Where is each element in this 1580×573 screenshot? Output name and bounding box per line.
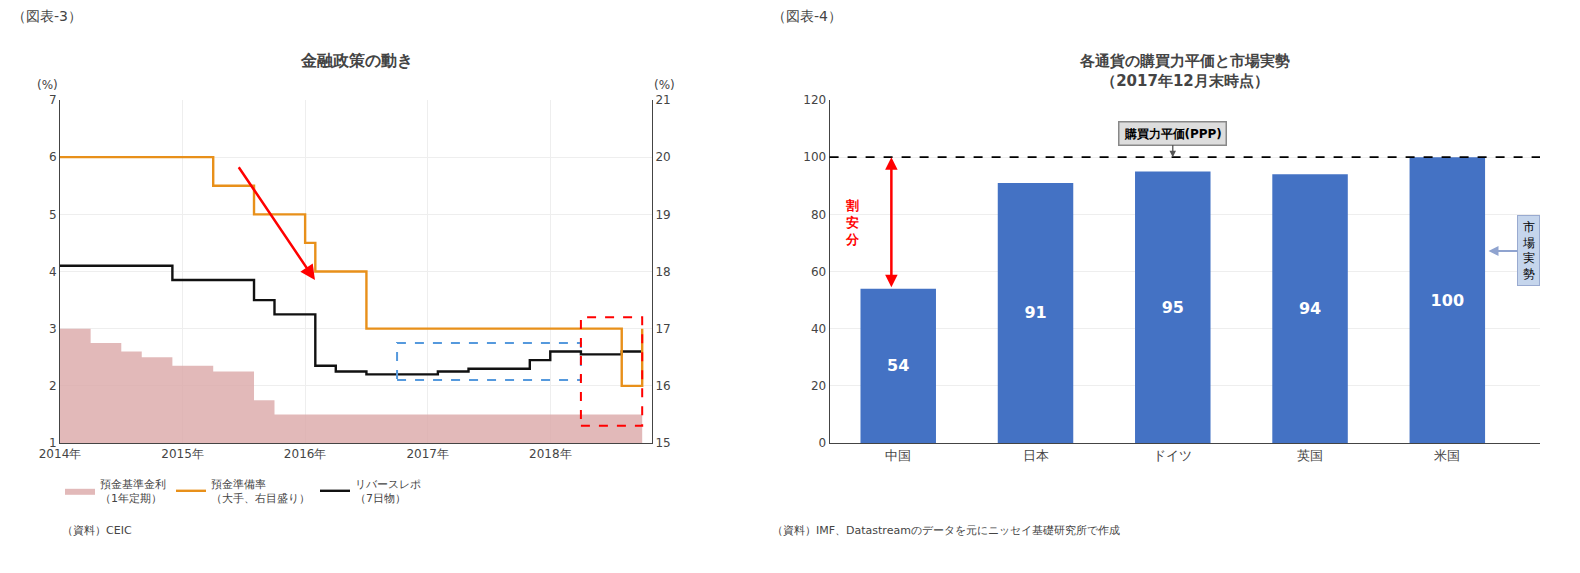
svg-text:18: 18 — [655, 265, 670, 279]
svg-text:120: 120 — [803, 93, 826, 107]
svg-text:2015年: 2015年 — [161, 447, 204, 461]
svg-text:5: 5 — [49, 208, 57, 222]
svg-text:（資料）CEIC: （資料）CEIC — [62, 524, 132, 537]
svg-text:預金準備率（大手、右目盛り）: 預金準備率（大手、右目盛り） — [211, 478, 310, 505]
svg-text:（資料）IMF、Datastreamのデータを元にニッセイ基: （資料）IMF、Datastreamのデータを元にニッセイ基礎研究所で作成 — [772, 524, 1120, 537]
svg-text:3: 3 — [49, 322, 57, 336]
svg-text:日本: 日本 — [1023, 448, 1049, 463]
svg-text:米国: 米国 — [1434, 448, 1460, 463]
svg-text:54: 54 — [887, 356, 909, 375]
svg-text:80: 80 — [811, 208, 826, 222]
svg-text:16: 16 — [655, 379, 670, 393]
svg-text:(%): (%) — [37, 78, 58, 92]
svg-text:0: 0 — [819, 436, 827, 450]
svg-text:91: 91 — [1024, 303, 1046, 322]
svg-text:60: 60 — [811, 265, 826, 279]
svg-text:市場実勢: 市場実勢 — [1522, 220, 1535, 281]
svg-text:94: 94 — [1299, 299, 1321, 318]
svg-text:7: 7 — [49, 93, 57, 107]
svg-text:2014年: 2014年 — [39, 447, 82, 461]
svg-text:各通貨の購買力平価と市場実勢（2017年12月末時点）: 各通貨の購買力平価と市場実勢（2017年12月末時点） — [1079, 52, 1290, 90]
svg-text:ドイツ: ドイツ — [1153, 448, 1192, 463]
svg-text:リバースレポ（7日物）: リバースレポ（7日物） — [355, 478, 421, 505]
svg-text:2016年: 2016年 — [284, 447, 327, 461]
svg-text:（図表-3）: （図表-3） — [12, 8, 82, 24]
svg-text:19: 19 — [655, 208, 670, 222]
svg-text:（図表-4）: （図表-4） — [772, 8, 842, 24]
svg-text:100: 100 — [1431, 291, 1464, 310]
svg-text:100: 100 — [803, 150, 826, 164]
svg-text:2: 2 — [49, 379, 57, 393]
svg-text:2017年: 2017年 — [406, 447, 449, 461]
svg-text:英国: 英国 — [1297, 448, 1323, 463]
svg-text:中国: 中国 — [885, 448, 911, 463]
svg-text:金融政策の動き: 金融政策の動き — [300, 51, 413, 70]
svg-text:20: 20 — [655, 150, 670, 164]
svg-text:6: 6 — [49, 150, 57, 164]
svg-text:40: 40 — [811, 322, 826, 336]
svg-text:17: 17 — [655, 322, 670, 336]
svg-text:21: 21 — [655, 93, 670, 107]
svg-text:割安分: 割安分 — [845, 198, 860, 247]
svg-text:2018年: 2018年 — [529, 447, 572, 461]
svg-text:4: 4 — [49, 265, 57, 279]
svg-text:(%): (%) — [654, 78, 675, 92]
svg-text:20: 20 — [811, 379, 826, 393]
svg-text:1: 1 — [49, 436, 57, 450]
svg-text:購買力平価(PPP): 購買力平価(PPP) — [1124, 127, 1222, 141]
svg-text:95: 95 — [1162, 298, 1184, 317]
svg-text:預金基準金利（1年定期）: 預金基準金利（1年定期） — [100, 478, 166, 505]
svg-text:15: 15 — [655, 436, 670, 450]
